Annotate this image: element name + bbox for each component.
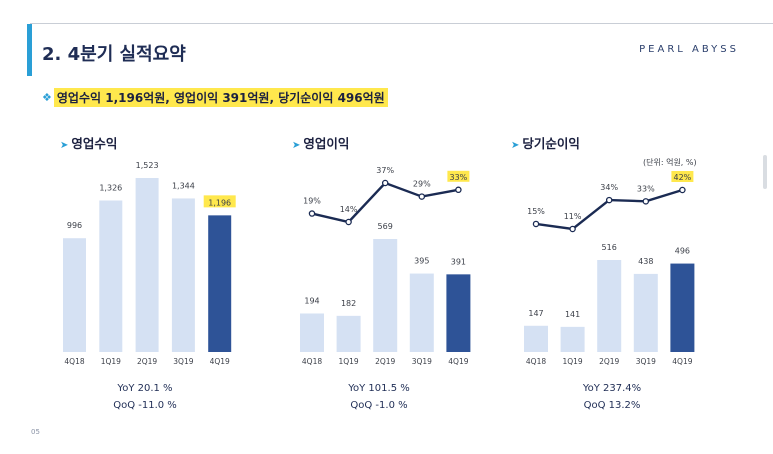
bar-4Q18 — [524, 325, 548, 352]
stat-yoy: YoY 237.4% — [582, 383, 642, 394]
value-label: 182 — [341, 299, 356, 308]
chart-operating-profit: 194 4Q18 182 1Q19 569 2Q19 395 3Q19 391 4Q19 19% 14… — [300, 166, 471, 366]
bar-4Q19 — [670, 263, 695, 352]
value-label: 569 — [378, 222, 393, 231]
page-number: 05 — [31, 428, 40, 436]
summary-highlight: ❖ 영업수익 1,196억원, 영업이익 391억원, 당기순이익 496억원 — [42, 88, 388, 107]
diamond-arrow-icon: ❖ — [42, 91, 52, 104]
margin-label-highlight — [671, 171, 694, 182]
scrollbar-thumb[interactable] — [763, 155, 767, 189]
chart-net-income: 147 4Q18 141 1Q19 516 2Q19 438 3Q19 496 4Q19 15% 11… — [524, 171, 695, 366]
brand-logo: PEARL ABYSS — [639, 44, 739, 55]
bar-1Q19 — [99, 200, 123, 352]
value-label: 438 — [638, 257, 653, 266]
chart-revenue: 996 4Q18 1,326 1Q19 1,523 2Q19 1,344 3Q19 1,196 4… — [63, 161, 236, 366]
value-label: 395 — [414, 257, 429, 266]
margin-line — [535, 188, 683, 231]
margin-point — [605, 196, 613, 204]
bar-4Q19 — [446, 274, 471, 352]
margin-point — [642, 198, 650, 205]
margin-label: 33% — [450, 173, 468, 182]
category-label: 3Q19 — [412, 357, 432, 366]
value-label: 141 — [565, 310, 580, 319]
bar-2Q19 — [135, 178, 159, 352]
chevron-right-icon: ➤ — [511, 140, 520, 151]
summary-text: 영업수익 1,196억원, 영업이익 391억원, 당기순이익 496억원 — [53, 88, 388, 107]
category-label: 1Q19 — [101, 357, 121, 366]
stats-operating-profit: YoY 101.5 % QoQ -1.0 % — [319, 380, 439, 414]
category-label: 3Q19 — [636, 357, 656, 366]
value-label: 147 — [528, 309, 543, 318]
value-label: 496 — [675, 247, 690, 256]
margin-point — [455, 186, 462, 194]
bar-1Q19 — [560, 326, 585, 352]
margin-line — [311, 181, 459, 224]
category-label: 4Q18 — [64, 357, 84, 366]
stat-yoy: YoY 101.5 % — [348, 383, 410, 394]
unit-note: (단위: 억원, %) — [643, 158, 697, 167]
margin-label-highlight — [447, 170, 470, 182]
bar-4Q19 — [208, 215, 232, 352]
margin-label: 33% — [637, 184, 655, 193]
category-label: 2Q19 — [137, 357, 157, 366]
margin-label: 34% — [600, 183, 618, 192]
chevron-right-icon: ➤ — [60, 140, 69, 151]
value-label: 194 — [304, 296, 319, 305]
category-label: 2Q19 — [375, 357, 395, 366]
margin-point — [418, 193, 426, 200]
chevron-right-icon: ➤ — [292, 140, 301, 151]
chart-title-revenue: ➤ 영업수익 — [60, 136, 118, 151]
margin-point — [569, 225, 576, 233]
stat-yoy: YoY 20.1 % — [117, 383, 173, 394]
bar-3Q19 — [171, 198, 195, 352]
category-label: 1Q19 — [562, 357, 582, 366]
page-title: 2. 4분기 실적요약 — [42, 44, 186, 65]
margin-label: 29% — [413, 180, 431, 189]
value-label: 1,344 — [172, 181, 195, 190]
category-label: 4Q18 — [526, 357, 546, 366]
margin-point — [532, 220, 540, 228]
margin-point — [345, 218, 352, 226]
stat-qoq: QoQ -1.0 % — [350, 400, 408, 411]
category-label: 4Q19 — [448, 357, 468, 366]
stat-qoq: QoQ -11.0 % — [113, 400, 177, 411]
header-divider — [30, 23, 773, 24]
category-label: 1Q19 — [338, 357, 358, 366]
category-label: 4Q18 — [302, 357, 322, 366]
margin-label: 14% — [340, 205, 358, 214]
value-label: 996 — [67, 221, 82, 230]
margin-label: 15% — [527, 207, 545, 216]
margin-point — [381, 179, 389, 187]
title-accent-bar — [27, 24, 32, 76]
margin-label: 37% — [376, 166, 394, 175]
value-label-highlight — [203, 195, 236, 208]
category-label: 4Q19 — [210, 357, 230, 366]
bar-4Q18 — [63, 238, 86, 352]
category-label: 4Q19 — [672, 357, 692, 366]
margin-point — [679, 186, 686, 194]
stat-qoq: QoQ 13.2% — [583, 400, 641, 411]
value-label: 516 — [602, 243, 617, 252]
margin-label: 11% — [564, 212, 582, 221]
category-label: 3Q19 — [173, 357, 193, 366]
value-label: 1,196 — [208, 198, 231, 207]
stats-net-income: YoY 237.4% QoQ 13.2% — [552, 380, 672, 414]
value-label: 1,326 — [99, 184, 122, 193]
bar-3Q19 — [409, 273, 434, 352]
chart-title-net-income: ➤ 당기순이익 — [511, 136, 580, 151]
margin-label: 42% — [674, 173, 692, 182]
category-label: 2Q19 — [599, 357, 619, 366]
chart-title-operating-profit: ➤ 영업이익 — [292, 136, 350, 151]
margin-label: 19% — [303, 197, 321, 206]
margin-point — [308, 210, 316, 217]
value-label: 1,523 — [136, 161, 159, 170]
bar-1Q19 — [336, 315, 361, 352]
bar-2Q19 — [373, 239, 398, 352]
bar-2Q19 — [597, 260, 622, 352]
stats-revenue: YoY 20.1 % QoQ -11.0 % — [85, 380, 205, 414]
bar-3Q19 — [633, 273, 658, 352]
bar-4Q18 — [300, 313, 324, 352]
value-label: 391 — [451, 257, 466, 266]
